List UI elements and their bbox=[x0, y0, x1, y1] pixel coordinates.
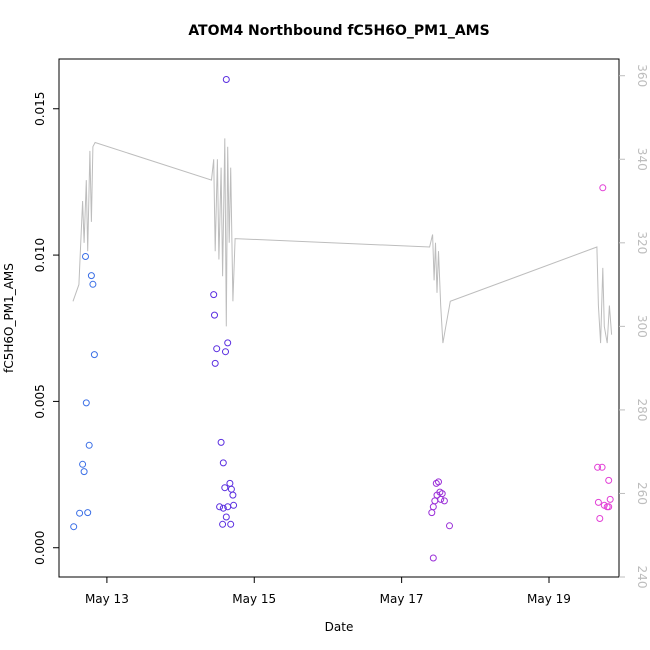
data-point bbox=[89, 280, 97, 288]
data-point bbox=[219, 459, 227, 467]
data-point bbox=[446, 522, 453, 530]
data-point bbox=[606, 495, 614, 503]
data-point bbox=[230, 501, 238, 509]
y2-tick-label: 280 bbox=[635, 398, 649, 421]
secondary-series-line bbox=[72, 138, 613, 344]
data-point bbox=[227, 485, 235, 493]
data-point bbox=[211, 311, 218, 319]
data-point bbox=[217, 438, 225, 446]
y2-tick-label: 360 bbox=[635, 64, 649, 87]
data-point bbox=[82, 253, 89, 260]
y-tick-label: 0.005 bbox=[33, 384, 47, 418]
data-point bbox=[87, 272, 95, 280]
data-point bbox=[219, 504, 227, 512]
data-point bbox=[85, 441, 93, 449]
data-point bbox=[594, 498, 602, 506]
x-tick-label: May 17 bbox=[380, 592, 424, 606]
y2-tick-label: 240 bbox=[635, 566, 649, 589]
data-point bbox=[82, 399, 90, 407]
x-tick-label: May 15 bbox=[232, 592, 276, 606]
chart-title: ATOM4 Northbound fC5H6O_PM1_AMS bbox=[188, 23, 489, 39]
data-point bbox=[90, 351, 98, 359]
data-point bbox=[222, 348, 229, 356]
x-tick-label: May 13 bbox=[85, 592, 129, 606]
y2-tick-label: 300 bbox=[635, 315, 649, 338]
data-point bbox=[596, 515, 604, 522]
data-point bbox=[431, 497, 439, 505]
x-axis-label: Date bbox=[325, 620, 354, 634]
data-point bbox=[428, 509, 436, 517]
plot-area-border bbox=[58, 58, 620, 578]
data-point bbox=[440, 497, 448, 505]
data-point bbox=[605, 503, 613, 511]
axes-layer: May 13 May 15 May 17 May 19 0.000 0.005 0.010 0… bbox=[33, 64, 649, 606]
data-point bbox=[219, 520, 227, 528]
data-point bbox=[222, 76, 230, 83]
series-line bbox=[72, 138, 613, 344]
data-point bbox=[216, 503, 224, 511]
data-point bbox=[224, 339, 232, 347]
data-point bbox=[437, 495, 445, 503]
data-point bbox=[227, 520, 235, 528]
data-point bbox=[222, 513, 230, 521]
data-point bbox=[213, 345, 221, 353]
y2-tick-label: 320 bbox=[635, 231, 649, 254]
y-tick-label: 0.010 bbox=[33, 238, 47, 272]
data-point bbox=[435, 478, 442, 486]
data-point bbox=[80, 468, 88, 476]
y2-tick-label: 340 bbox=[635, 148, 649, 171]
data-point bbox=[84, 509, 92, 517]
data-point bbox=[594, 463, 602, 471]
data-point bbox=[76, 509, 84, 517]
y2-tick-label: 260 bbox=[635, 482, 649, 505]
y-tick-label: 0.015 bbox=[33, 92, 47, 126]
data-point bbox=[599, 184, 607, 192]
x-tick-label: May 19 bbox=[527, 592, 571, 606]
y-tick-label: 0.000 bbox=[33, 531, 47, 565]
data-point bbox=[229, 491, 237, 499]
points-layer bbox=[70, 76, 614, 562]
data-point bbox=[429, 503, 437, 511]
data-point bbox=[605, 476, 613, 484]
y-axis-label: fC5H6O_PM1_AMS bbox=[2, 263, 16, 373]
data-point bbox=[429, 554, 437, 562]
data-point bbox=[211, 359, 219, 367]
data-point bbox=[598, 463, 606, 471]
data-point bbox=[79, 460, 87, 468]
data-point bbox=[221, 484, 229, 492]
data-point bbox=[210, 291, 218, 299]
data-point bbox=[226, 479, 234, 487]
data-point bbox=[70, 523, 78, 531]
